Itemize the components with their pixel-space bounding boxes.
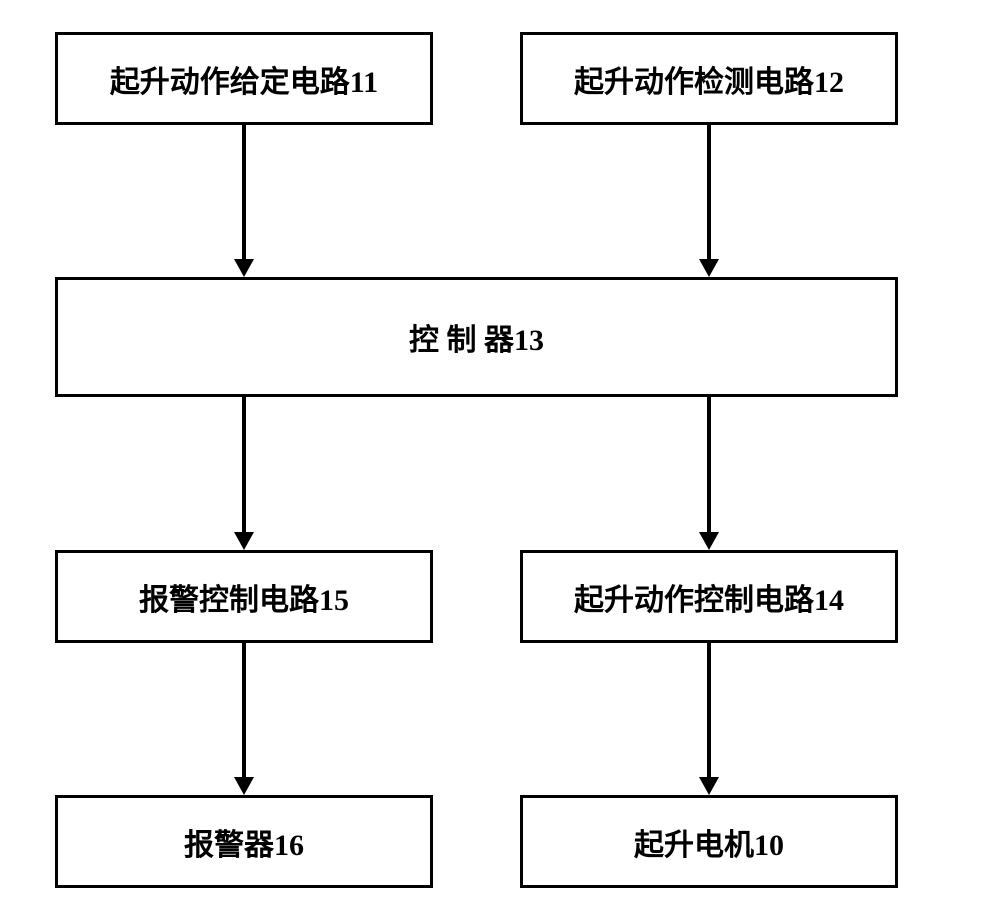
arrow-line (707, 397, 711, 532)
arrow-line (242, 643, 246, 777)
box-lift-given-circuit: 起升动作给定电路11 (55, 32, 433, 125)
arrow-line (707, 125, 711, 259)
label-alarm: 报警器16 (184, 820, 304, 864)
arrow-line (707, 643, 711, 777)
arrow-head-icon (699, 259, 719, 277)
arrow-head-icon (234, 777, 254, 795)
box-controller: 控 制 器13 (55, 277, 898, 397)
label-lift-detect-circuit: 起升动作检测电路12 (574, 57, 844, 101)
arrow-head-icon (234, 532, 254, 550)
arrow-head-icon (699, 532, 719, 550)
arrow-head-icon (234, 259, 254, 277)
diagram-container: 起升动作给定电路11 起升动作检测电路12 控 制 器13 报警控制电路15 起… (0, 0, 1000, 905)
box-lift-control-circuit: 起升动作控制电路14 (520, 550, 898, 643)
arrow-line (242, 397, 246, 532)
box-lift-detect-circuit: 起升动作检测电路12 (520, 32, 898, 125)
label-lift-motor: 起升电机10 (634, 820, 784, 864)
label-lift-control-circuit: 起升动作控制电路14 (574, 575, 844, 619)
arrow-head-icon (699, 777, 719, 795)
arrow-line (242, 125, 246, 259)
box-lift-motor: 起升电机10 (520, 795, 898, 888)
label-controller: 控 制 器13 (409, 315, 544, 359)
box-alarm: 报警器16 (55, 795, 433, 888)
box-alarm-control-circuit: 报警控制电路15 (55, 550, 433, 643)
label-alarm-control-circuit: 报警控制电路15 (139, 575, 349, 619)
label-lift-given-circuit: 起升动作给定电路11 (110, 57, 378, 101)
